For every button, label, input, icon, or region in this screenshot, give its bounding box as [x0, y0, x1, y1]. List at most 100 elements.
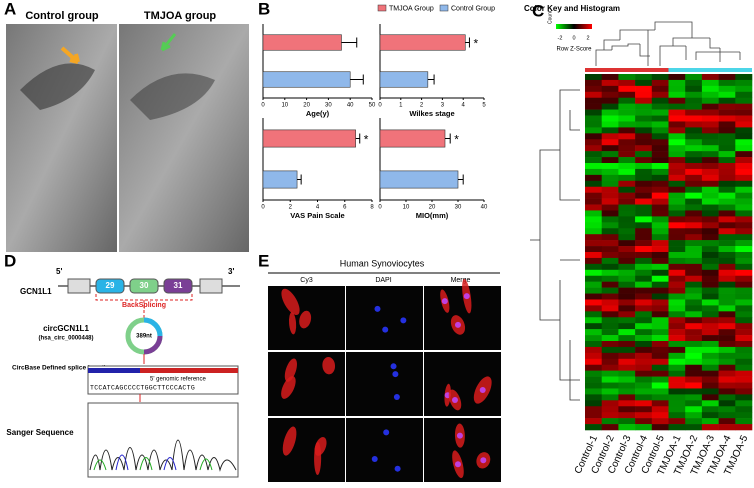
heatmap-cell: [618, 186, 636, 193]
heatmap-cell: [685, 198, 703, 205]
heatmap-cell: [585, 305, 602, 312]
heatmap-cell: [651, 103, 669, 110]
image-label: TMJOA group: [144, 10, 217, 22]
heatmap-cell: [618, 394, 636, 401]
heatmap-cell: [601, 74, 619, 81]
heatmap-cell: [651, 376, 669, 383]
heatmap-cell: [635, 287, 653, 294]
heatmap-cell: [718, 74, 736, 81]
heatmap-cell: [585, 133, 602, 140]
heatmap-cell: [601, 240, 619, 247]
x-tick-label: 0: [378, 103, 382, 109]
heatmap-cell: [685, 180, 703, 188]
heatmap-cell: [618, 317, 636, 324]
heatmap-cell: [601, 127, 619, 134]
heatmap-cell: [701, 406, 719, 413]
heatmap-cell: [618, 335, 636, 342]
heatmap-cell: [585, 151, 602, 158]
x-axis-label: VAS Pain Scale: [290, 211, 344, 220]
nucleus: [480, 457, 487, 464]
heatmap-cell: [701, 305, 719, 312]
heatmap-cell: [618, 406, 636, 413]
heatmap-cell: [701, 79, 719, 87]
heatmap-cell: [735, 246, 753, 253]
heatmap-cell: [635, 139, 653, 146]
error-bar: [350, 74, 364, 85]
heatmap-cell: [668, 210, 686, 217]
heatmap-cell: [601, 394, 619, 401]
heatmap-cell: [585, 97, 602, 104]
error-bar: [458, 174, 464, 185]
heatmap-cell: [701, 394, 719, 401]
heatmap-cell: [718, 145, 736, 152]
nucleus: [394, 465, 401, 472]
heatmap-cell: [718, 394, 736, 401]
heatmap-cell: [651, 352, 669, 360]
heatmap-cell: [701, 412, 719, 419]
heatmap-cell: [668, 252, 686, 259]
heatmap-cell: [651, 424, 669, 431]
heatmap-cell: [668, 305, 686, 312]
heatmap-cell: [718, 192, 736, 199]
heatmap-cell: [668, 346, 686, 354]
heatmap-cell: [701, 388, 719, 395]
micrograph: [268, 418, 345, 482]
end-label: 5': [56, 267, 62, 276]
heatmap-cell: [718, 364, 736, 371]
heatmap-cell: [618, 305, 636, 312]
heatmap-cell: [668, 376, 686, 383]
mri-structure: [130, 73, 215, 120]
heatmap-cell: [668, 257, 686, 265]
x-tick-label: 20: [303, 103, 310, 109]
heatmap-cell: [685, 133, 703, 140]
cell: [281, 288, 300, 315]
heatmap-cell: [735, 323, 753, 330]
heatmap-cell: [668, 311, 686, 318]
heatmap-cell: [635, 394, 653, 401]
heatmap-cell: [635, 358, 653, 366]
heatmap-cell: [635, 180, 653, 188]
heatmap-cell: [635, 257, 653, 265]
heatmap-cell: [685, 263, 703, 271]
heatmap-cell: [601, 341, 619, 348]
heatmap-cell: [701, 352, 719, 360]
heatmap-cell: [585, 418, 602, 425]
heatmap-cell: [618, 257, 636, 265]
heatmap-cell: [701, 180, 719, 188]
heatmap-cell: [718, 174, 736, 182]
heatmap-cell: [668, 388, 686, 395]
heatmap-cell: [601, 275, 619, 282]
heatmap-cell: [601, 317, 619, 324]
heatmap-cell: [668, 358, 686, 366]
bar: [262, 170, 298, 189]
heatmap-cell: [651, 74, 669, 81]
heatmap-cell: [618, 85, 636, 93]
heatmap-cell: [685, 163, 703, 170]
heatmap-cell: [635, 192, 653, 199]
heatmap-cell: [651, 252, 669, 259]
heatmap-cell: [735, 97, 753, 104]
heatmap-cell: [668, 269, 686, 277]
heatmap-cell: [601, 364, 619, 371]
row-dendrogram: [530, 89, 580, 401]
x-axis-label: Age(y): [306, 109, 330, 118]
heatmap-cell: [668, 216, 686, 223]
legend-label: Control Group: [451, 5, 495, 12]
heatmap-cell: [635, 418, 653, 425]
heatmap-cell: [618, 234, 636, 241]
heatmap-cell: [618, 246, 636, 253]
heatmap-cell: [668, 281, 686, 288]
heatmap-cell: [685, 329, 703, 336]
heatmap-cell: [685, 234, 703, 241]
heatmap-cell: [618, 127, 636, 134]
heatmap-cell: [735, 281, 753, 288]
heatmap-cell: [601, 329, 619, 336]
end-label: 3': [228, 267, 234, 276]
heatmap-cell: [585, 109, 602, 116]
heatmap-cell: [601, 234, 619, 241]
panel-label: E: [258, 251, 269, 270]
heatmap-cell: [635, 329, 653, 336]
heatmap-cell: [601, 204, 619, 211]
heatmap-cell: [685, 246, 703, 253]
panel-label: D: [4, 251, 16, 270]
